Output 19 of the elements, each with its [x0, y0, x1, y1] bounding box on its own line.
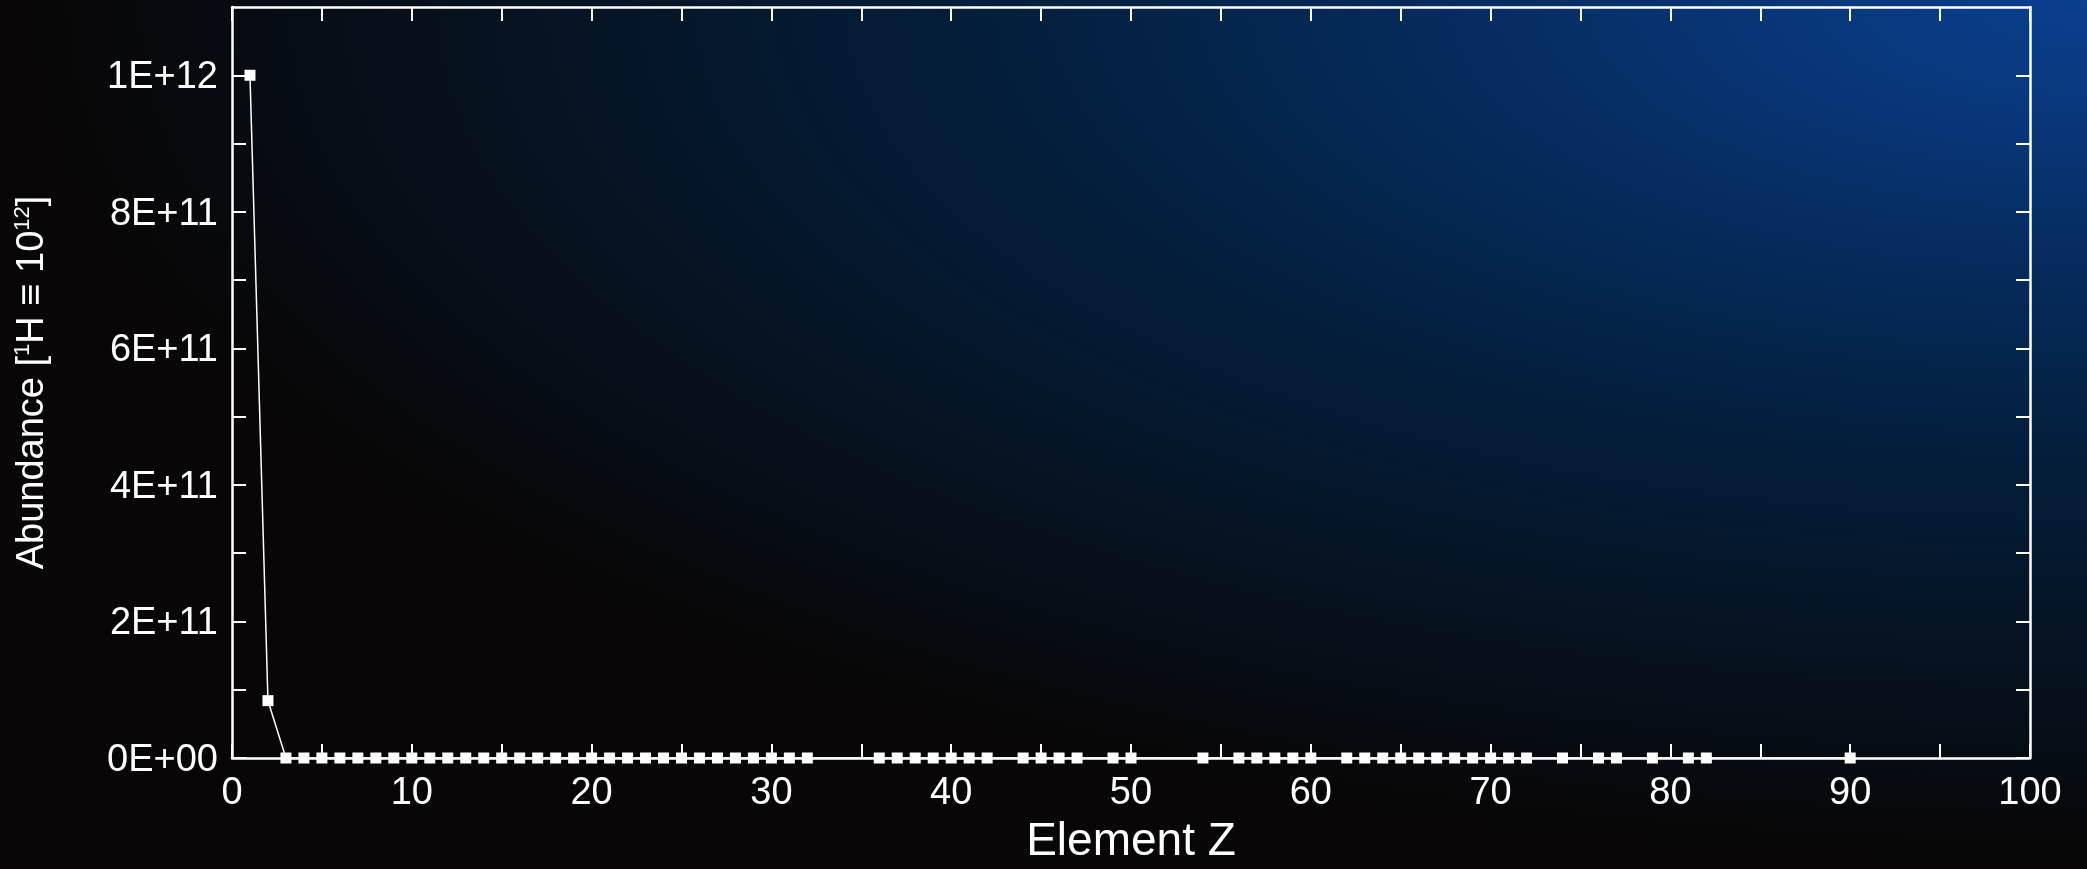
x-tick-label: 20 [570, 770, 613, 812]
x-tick-label: 40 [930, 770, 973, 812]
x-tick-label: 0 [221, 770, 243, 812]
x-tick-label: 60 [1289, 770, 1332, 812]
y-tick-label: 1E+12 [107, 54, 218, 97]
y-axis-title: Abundance [1H ≡ 1012] [8, 195, 51, 570]
x-tick-label: 100 [1998, 770, 2062, 812]
x-tick-label: 70 [1469, 770, 1512, 812]
x-tick-label: 30 [750, 770, 793, 812]
x-tick-label: 50 [1109, 770, 1153, 812]
y-tick-label: 6E+11 [109, 327, 218, 370]
y-tick-label: 8E+11 [109, 190, 218, 233]
y-tick-label: 0E+00 [107, 737, 218, 779]
x-tick-label: 80 [1649, 770, 1692, 812]
x-tick-label: 90 [1829, 770, 1872, 812]
x-tick-label: 10 [390, 770, 433, 812]
y-tick-label: 2E+11 [109, 600, 218, 643]
x-axis-title: Element Z [1026, 813, 1236, 865]
y-tick-label: 4E+11 [109, 463, 218, 506]
